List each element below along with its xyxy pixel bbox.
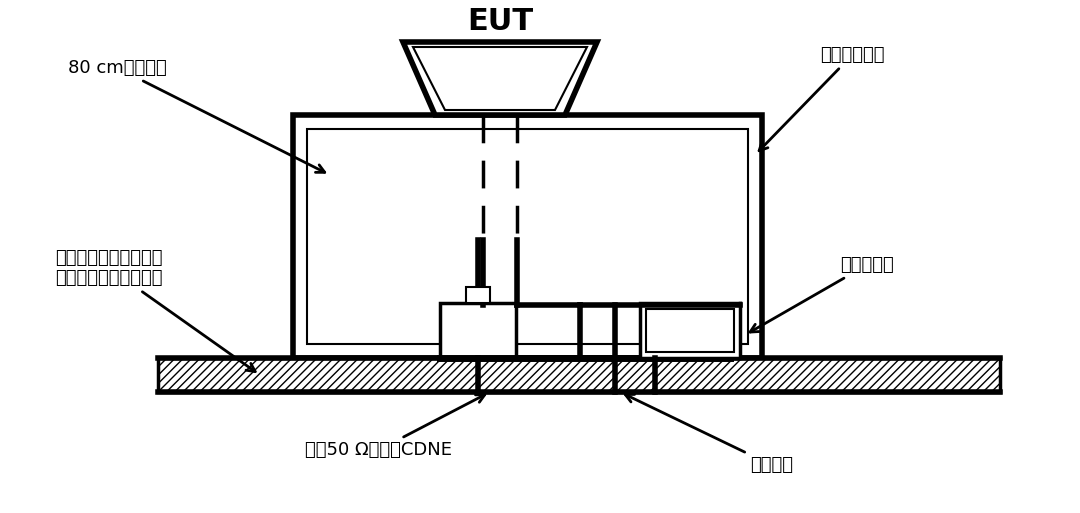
Text: 端接50 Ω阻抗的CDNE: 端接50 Ω阻抗的CDNE — [305, 394, 485, 459]
Bar — [440, 303, 516, 358]
Text: 参考接地平面或接触点
（试验设备的一部分）: 参考接地平面或接触点 （试验设备的一部分） — [55, 249, 255, 371]
Bar — [640, 303, 740, 358]
Text: 80 cm电源线缆: 80 cm电源线缆 — [68, 59, 325, 172]
Bar — [646, 309, 734, 352]
Text: EUT: EUT — [467, 8, 534, 36]
Bar — [465, 287, 490, 303]
Bar — [158, 358, 1000, 392]
Polygon shape — [413, 47, 588, 110]
Text: 电源接点: 电源接点 — [625, 394, 793, 474]
Bar — [307, 129, 748, 344]
Text: 存在探测器: 存在探测器 — [751, 256, 894, 332]
Polygon shape — [403, 42, 597, 115]
Bar — [293, 115, 762, 358]
Text: 非导电布置台: 非导电布置台 — [759, 46, 885, 151]
